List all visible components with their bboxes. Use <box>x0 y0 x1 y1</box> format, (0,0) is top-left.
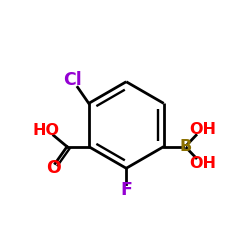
Text: F: F <box>120 181 132 199</box>
Text: HO: HO <box>32 123 59 138</box>
Text: OH: OH <box>189 156 216 171</box>
Text: Cl: Cl <box>63 72 82 90</box>
Text: O: O <box>46 160 61 178</box>
Text: OH: OH <box>189 122 216 137</box>
Text: B: B <box>179 139 191 154</box>
